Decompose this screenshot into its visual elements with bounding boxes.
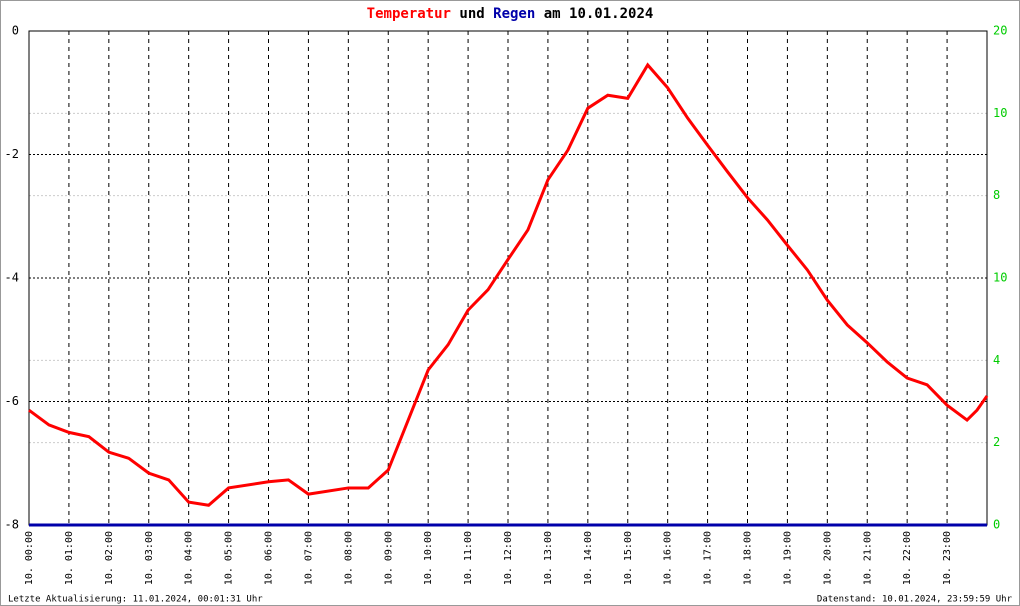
x-tick-label: 10. 06:00 — [264, 531, 275, 585]
x-tick-label: 10. 19:00 — [782, 531, 793, 585]
x-tick-label: 10. 01:00 — [64, 531, 75, 585]
y2-tick-label: 20 — [993, 24, 1007, 38]
x-tick-label: 10. 14:00 — [583, 531, 594, 585]
y2-tick-label: 10 — [993, 106, 1007, 120]
x-tick-label: 10. 08:00 — [343, 531, 354, 585]
y2-tick-label: 8 — [993, 188, 1000, 202]
x-tick-label: 10. 15:00 — [623, 531, 634, 585]
x-tick-label: 10. 07:00 — [303, 531, 314, 585]
x-tick-label: 10. 12:00 — [503, 531, 514, 585]
x-tick-label: 10. 02:00 — [104, 531, 115, 585]
y2-tick-label: 10 — [993, 271, 1007, 285]
x-tick-label: 10. 16:00 — [663, 531, 674, 585]
x-tick-label: 10. 20:00 — [822, 531, 833, 585]
x-tick-label: 10. 22:00 — [902, 531, 913, 585]
y2-tick-label: 0 — [993, 518, 1000, 532]
x-tick-label: 10. 13:00 — [543, 531, 554, 585]
x-tick-label: 10. 09:00 — [383, 531, 394, 585]
title-rain: Regen — [493, 6, 535, 22]
footer-left: Letzte Aktualisierung: 11.01.2024, 00:01… — [8, 595, 263, 605]
title-suffix: am 10.01.2024 — [544, 6, 654, 22]
chart-title: Temperatur und Regen am 10.01.2024 — [367, 6, 654, 22]
y2-tick-label: 2 — [993, 435, 1000, 449]
x-tick-label: 10. 04:00 — [184, 531, 195, 585]
x-tick-label: 10. 05:00 — [224, 531, 235, 585]
title-connector: und — [459, 6, 484, 22]
y-tick-label: -6 — [5, 394, 19, 408]
y-tick-label: -4 — [5, 271, 19, 285]
y2-tick-label: 4 — [993, 353, 1000, 367]
y-tick-label: -8 — [5, 518, 19, 532]
footer-right: Datenstand: 10.01.2024, 23:59:59 Uhr — [817, 595, 1013, 605]
x-tick-label: 10. 11:00 — [463, 531, 474, 585]
title-temp: Temperatur — [367, 6, 451, 22]
x-tick-label: 10. 21:00 — [862, 531, 873, 585]
x-tick-label: 10. 18:00 — [743, 531, 754, 585]
x-tick-label: 10. 23:00 — [942, 531, 953, 585]
y-tick-label: 0 — [12, 24, 19, 38]
y-tick-label: -2 — [5, 147, 19, 161]
x-tick-label: 10. 10:00 — [423, 531, 434, 585]
x-tick-label: 10. 00:00 — [24, 531, 35, 585]
x-tick-label: 10. 03:00 — [144, 531, 155, 585]
series-line — [28, 62, 989, 507]
x-tick-label: 10. 17:00 — [703, 531, 714, 585]
